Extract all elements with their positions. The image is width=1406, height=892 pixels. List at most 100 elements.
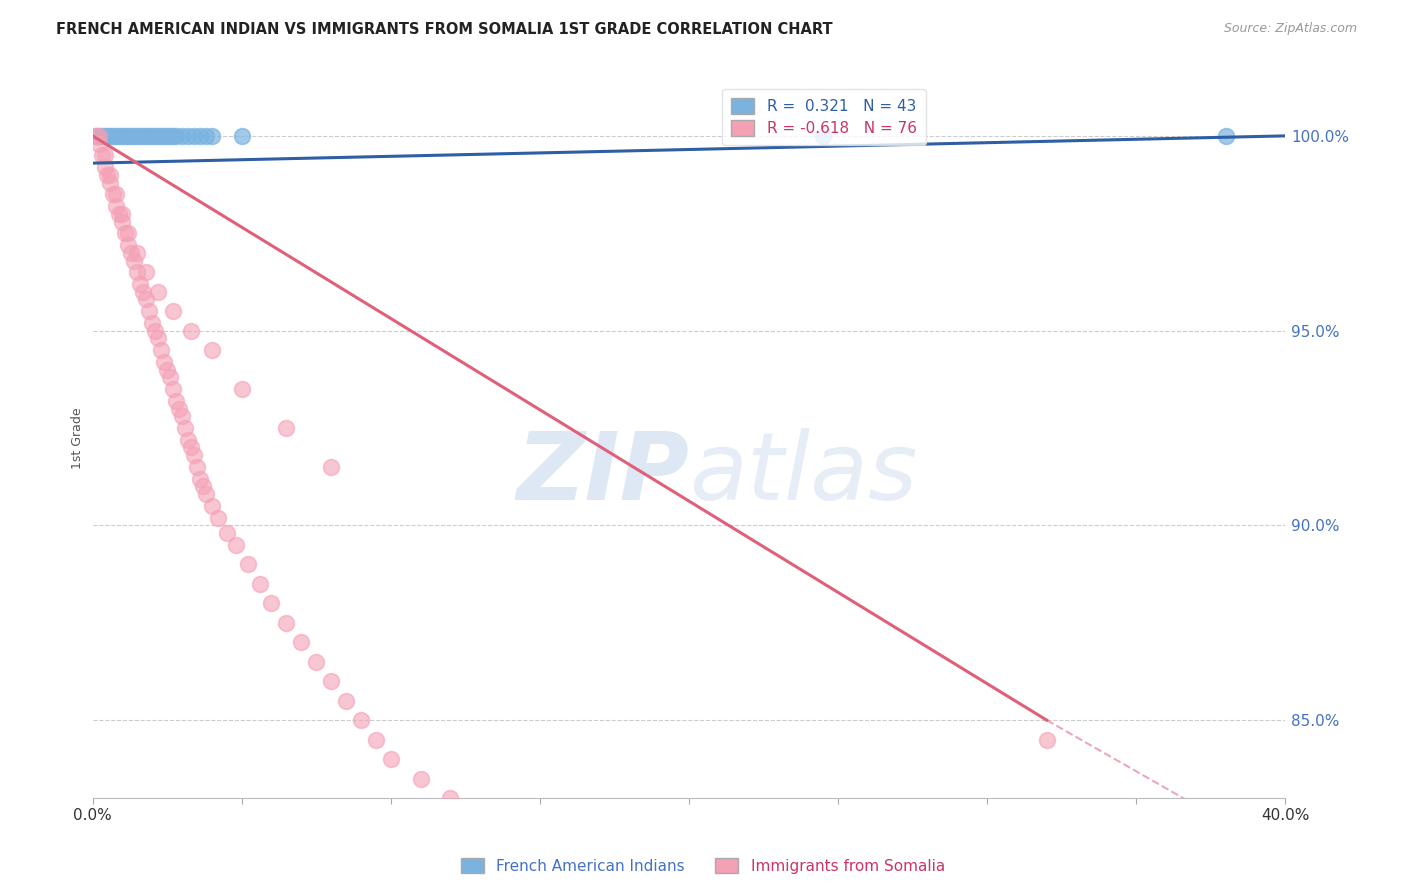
Point bbox=[103, 128, 125, 143]
Text: atlas: atlas bbox=[689, 428, 917, 519]
Point bbox=[117, 226, 139, 240]
Point bbox=[167, 401, 190, 416]
Point bbox=[103, 187, 125, 202]
Point bbox=[231, 382, 253, 396]
Point bbox=[129, 128, 152, 143]
Point bbox=[558, 869, 581, 883]
Point bbox=[156, 128, 179, 143]
Point bbox=[150, 128, 173, 143]
Point bbox=[194, 128, 217, 143]
Point bbox=[143, 324, 166, 338]
Point bbox=[165, 128, 187, 143]
Point bbox=[588, 888, 610, 892]
Point bbox=[249, 577, 271, 591]
Point bbox=[1215, 128, 1237, 143]
Point bbox=[170, 128, 193, 143]
Point bbox=[162, 382, 184, 396]
Point bbox=[146, 128, 169, 143]
Point bbox=[84, 128, 107, 143]
Point bbox=[117, 128, 139, 143]
Point bbox=[439, 791, 461, 805]
Point bbox=[499, 830, 522, 844]
Point bbox=[180, 324, 202, 338]
Point bbox=[305, 655, 328, 669]
Point bbox=[84, 128, 107, 143]
Point bbox=[146, 331, 169, 345]
Point bbox=[201, 343, 224, 357]
Point bbox=[105, 187, 128, 202]
Text: ZIP: ZIP bbox=[516, 428, 689, 520]
Point bbox=[319, 460, 342, 475]
Point bbox=[188, 472, 211, 486]
Point bbox=[319, 674, 342, 689]
Point bbox=[138, 128, 160, 143]
Point bbox=[87, 136, 110, 151]
Point bbox=[201, 499, 224, 513]
Point bbox=[127, 128, 149, 143]
Point bbox=[153, 355, 176, 369]
Point bbox=[470, 811, 492, 825]
Point bbox=[114, 226, 136, 240]
Point bbox=[165, 393, 187, 408]
Point bbox=[335, 694, 357, 708]
Point bbox=[276, 421, 298, 435]
Point bbox=[96, 128, 118, 143]
Legend: R =  0.321   N = 43, R = -0.618   N = 76: R = 0.321 N = 43, R = -0.618 N = 76 bbox=[723, 88, 925, 145]
Point bbox=[135, 265, 157, 279]
Point bbox=[170, 409, 193, 424]
Point bbox=[231, 128, 253, 143]
Point bbox=[111, 207, 134, 221]
Point bbox=[174, 421, 197, 435]
Text: FRENCH AMERICAN INDIAN VS IMMIGRANTS FROM SOMALIA 1ST GRADE CORRELATION CHART: FRENCH AMERICAN INDIAN VS IMMIGRANTS FRO… bbox=[56, 22, 832, 37]
Point bbox=[207, 510, 229, 524]
Point bbox=[186, 460, 208, 475]
Point bbox=[350, 713, 373, 727]
Point bbox=[380, 752, 402, 766]
Point bbox=[260, 596, 283, 610]
Point bbox=[177, 433, 200, 447]
Point bbox=[93, 128, 115, 143]
Text: Source: ZipAtlas.com: Source: ZipAtlas.com bbox=[1223, 22, 1357, 36]
Point bbox=[225, 538, 247, 552]
Point bbox=[188, 128, 211, 143]
Point bbox=[156, 362, 179, 376]
Point bbox=[93, 160, 115, 174]
Point bbox=[105, 128, 128, 143]
Point bbox=[105, 199, 128, 213]
Legend: French American Indians, Immigrants from Somalia: French American Indians, Immigrants from… bbox=[456, 852, 950, 880]
Y-axis label: 1st Grade: 1st Grade bbox=[72, 407, 84, 468]
Point bbox=[120, 245, 142, 260]
Point bbox=[114, 128, 136, 143]
Point bbox=[215, 526, 238, 541]
Point bbox=[153, 128, 176, 143]
Point bbox=[276, 615, 298, 630]
Point bbox=[111, 128, 134, 143]
Point bbox=[135, 128, 157, 143]
Point bbox=[87, 128, 110, 143]
Point bbox=[100, 176, 122, 190]
Point bbox=[96, 168, 118, 182]
Point bbox=[191, 479, 214, 493]
Point bbox=[183, 128, 205, 143]
Point bbox=[120, 128, 142, 143]
Point bbox=[194, 487, 217, 501]
Point bbox=[90, 148, 112, 162]
Point bbox=[1035, 732, 1057, 747]
Point bbox=[141, 128, 163, 143]
Point bbox=[159, 370, 181, 384]
Point bbox=[183, 448, 205, 462]
Point bbox=[811, 128, 834, 143]
Point bbox=[162, 304, 184, 318]
Point bbox=[290, 635, 312, 649]
Point bbox=[236, 558, 259, 572]
Point bbox=[141, 316, 163, 330]
Point bbox=[124, 253, 146, 268]
Point bbox=[162, 128, 184, 143]
Point bbox=[124, 128, 146, 143]
Point bbox=[132, 285, 155, 299]
Point bbox=[117, 238, 139, 252]
Point bbox=[129, 277, 152, 291]
Point bbox=[529, 849, 551, 863]
Point bbox=[159, 128, 181, 143]
Point bbox=[146, 285, 169, 299]
